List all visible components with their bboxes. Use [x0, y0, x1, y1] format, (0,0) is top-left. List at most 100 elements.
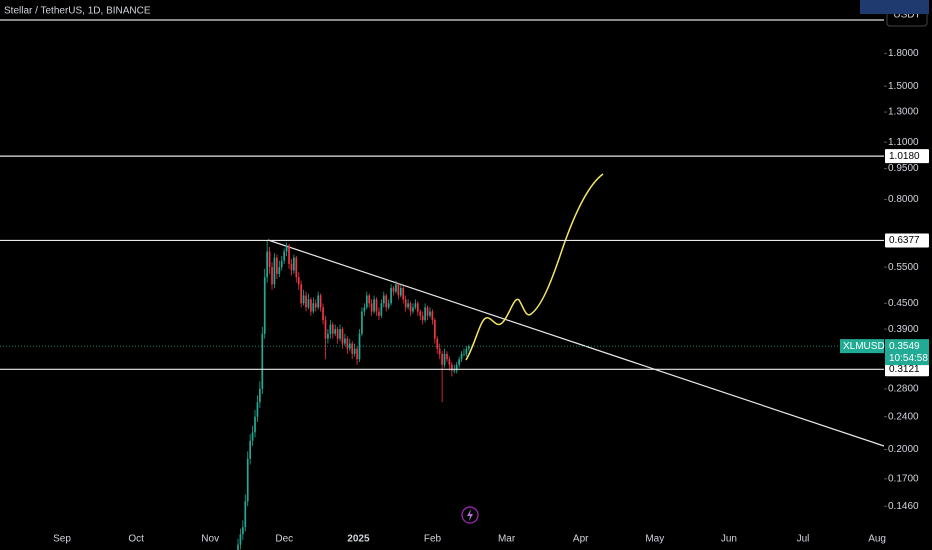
high-tag-name-box — [860, 0, 886, 14]
candle-body — [256, 402, 259, 417]
candle-body — [373, 299, 375, 312]
event-icon[interactable] — [461, 506, 479, 524]
last-price-label: 0.3549 — [889, 341, 920, 352]
y-tick-label: 0.3900 — [888, 324, 919, 335]
candle-body — [424, 307, 426, 321]
candle-body — [412, 307, 414, 312]
candle-body — [276, 257, 278, 274]
candle-body — [407, 303, 409, 308]
candle-body — [295, 257, 298, 278]
candle-body — [390, 287, 392, 304]
candle-body — [380, 303, 383, 316]
candle-body — [378, 311, 380, 316]
high-tag-box — [885, 0, 929, 14]
candle-body — [329, 324, 332, 334]
level-tag-label: 0.6377 — [889, 235, 920, 246]
candle-body — [392, 287, 395, 292]
x-tick-label: Aug — [868, 534, 886, 545]
candle-body — [446, 353, 448, 360]
chart-title: Stellar / TetherUS, 1D, BINANCE — [4, 6, 151, 17]
candle-body — [404, 299, 407, 308]
currency-label: USDT — [893, 10, 920, 21]
candle-body — [426, 307, 429, 316]
candle-body — [358, 333, 361, 360]
candle-body — [331, 324, 334, 334]
candle-body — [402, 287, 405, 300]
candle-body — [353, 348, 356, 354]
candle-body — [363, 307, 366, 312]
candle-body — [397, 284, 400, 296]
candle-body — [263, 277, 266, 334]
candle-body — [346, 338, 349, 349]
candle-body — [375, 299, 378, 312]
y-tick-label: 0.1460 — [888, 501, 919, 512]
x-tick-label: Sep — [53, 534, 71, 545]
candle-body — [242, 527, 244, 535]
y-tick-label: 0.4500 — [888, 298, 919, 309]
candle-body — [239, 534, 242, 545]
x-tick-label: Dec — [275, 534, 293, 545]
candle-body — [450, 364, 453, 371]
y-tick-label: 0.2000 — [888, 444, 919, 455]
candle-body — [302, 295, 305, 304]
last-name-box — [840, 339, 884, 354]
candle-body — [246, 458, 249, 502]
candle-body — [385, 295, 388, 308]
candle-body — [465, 348, 468, 354]
x-tick-label: Nov — [201, 534, 219, 545]
y-tick-label: 0.9500 — [888, 163, 919, 174]
x-tick-label: Jul — [797, 534, 810, 545]
candle-body — [443, 353, 446, 365]
candle-body — [300, 284, 303, 304]
level-tag — [885, 362, 929, 377]
candle-body — [361, 311, 363, 334]
candle-body — [314, 303, 317, 308]
x-tick-label: 2025 — [347, 534, 370, 545]
y-tick-label: 0.5500 — [888, 262, 919, 273]
candle-body — [436, 338, 439, 349]
projection-curve — [465, 173, 604, 361]
event-icon-bolt — [467, 509, 473, 521]
candle-body — [419, 311, 422, 316]
x-tick-label: Mar — [498, 534, 516, 545]
trend-line — [267, 239, 885, 447]
candle-body — [431, 311, 434, 321]
candle-body — [268, 251, 271, 268]
candle-body — [271, 267, 273, 285]
countdown: 10:54:58 — [889, 353, 928, 364]
candle-body — [429, 311, 431, 316]
candle-body — [399, 287, 402, 296]
candle-body — [322, 307, 324, 321]
candle-body — [348, 343, 351, 349]
x-tick-label: May — [645, 534, 664, 545]
candle-body — [409, 303, 412, 312]
y-tick-label: 0.2800 — [888, 384, 919, 395]
last-name: XLMUSDT — [843, 341, 891, 352]
x-tick-label: Jun — [721, 534, 737, 545]
candle-body — [259, 388, 261, 403]
candle-body — [324, 320, 327, 339]
candle-body — [351, 343, 354, 354]
y-tick-label: 0.2400 — [888, 411, 919, 422]
candle-body — [317, 295, 320, 308]
candle-body — [421, 315, 424, 321]
candle-body — [305, 295, 307, 308]
x-tick-label: Apr — [573, 534, 589, 545]
candle-body — [327, 333, 329, 339]
candle-body — [293, 257, 295, 271]
candle-body — [468, 346, 470, 349]
y-tick-label: 1.5000 — [888, 81, 919, 92]
candle-body — [310, 299, 312, 312]
candle-body — [341, 329, 344, 344]
candle-body — [237, 544, 239, 550]
candle-body — [283, 251, 286, 261]
candle-body — [365, 295, 368, 308]
candle-body — [319, 295, 322, 308]
x-tick-label: Oct — [128, 534, 144, 545]
y-tick-label: 1.8000 — [888, 48, 919, 59]
candle-body — [312, 303, 315, 312]
candle-body — [460, 353, 463, 360]
candle-body — [453, 370, 456, 372]
candle-body — [344, 338, 346, 344]
candle-body — [285, 245, 288, 252]
